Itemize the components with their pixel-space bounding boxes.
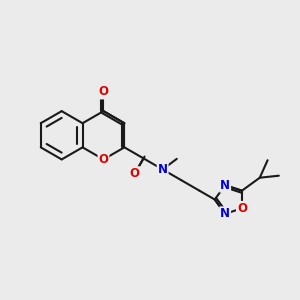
Text: O: O xyxy=(98,85,109,98)
Text: O: O xyxy=(237,202,247,215)
Text: N: N xyxy=(158,163,168,176)
Text: O: O xyxy=(98,153,109,166)
Text: N: N xyxy=(220,207,230,220)
Text: O: O xyxy=(130,167,140,180)
Text: N: N xyxy=(220,179,230,192)
